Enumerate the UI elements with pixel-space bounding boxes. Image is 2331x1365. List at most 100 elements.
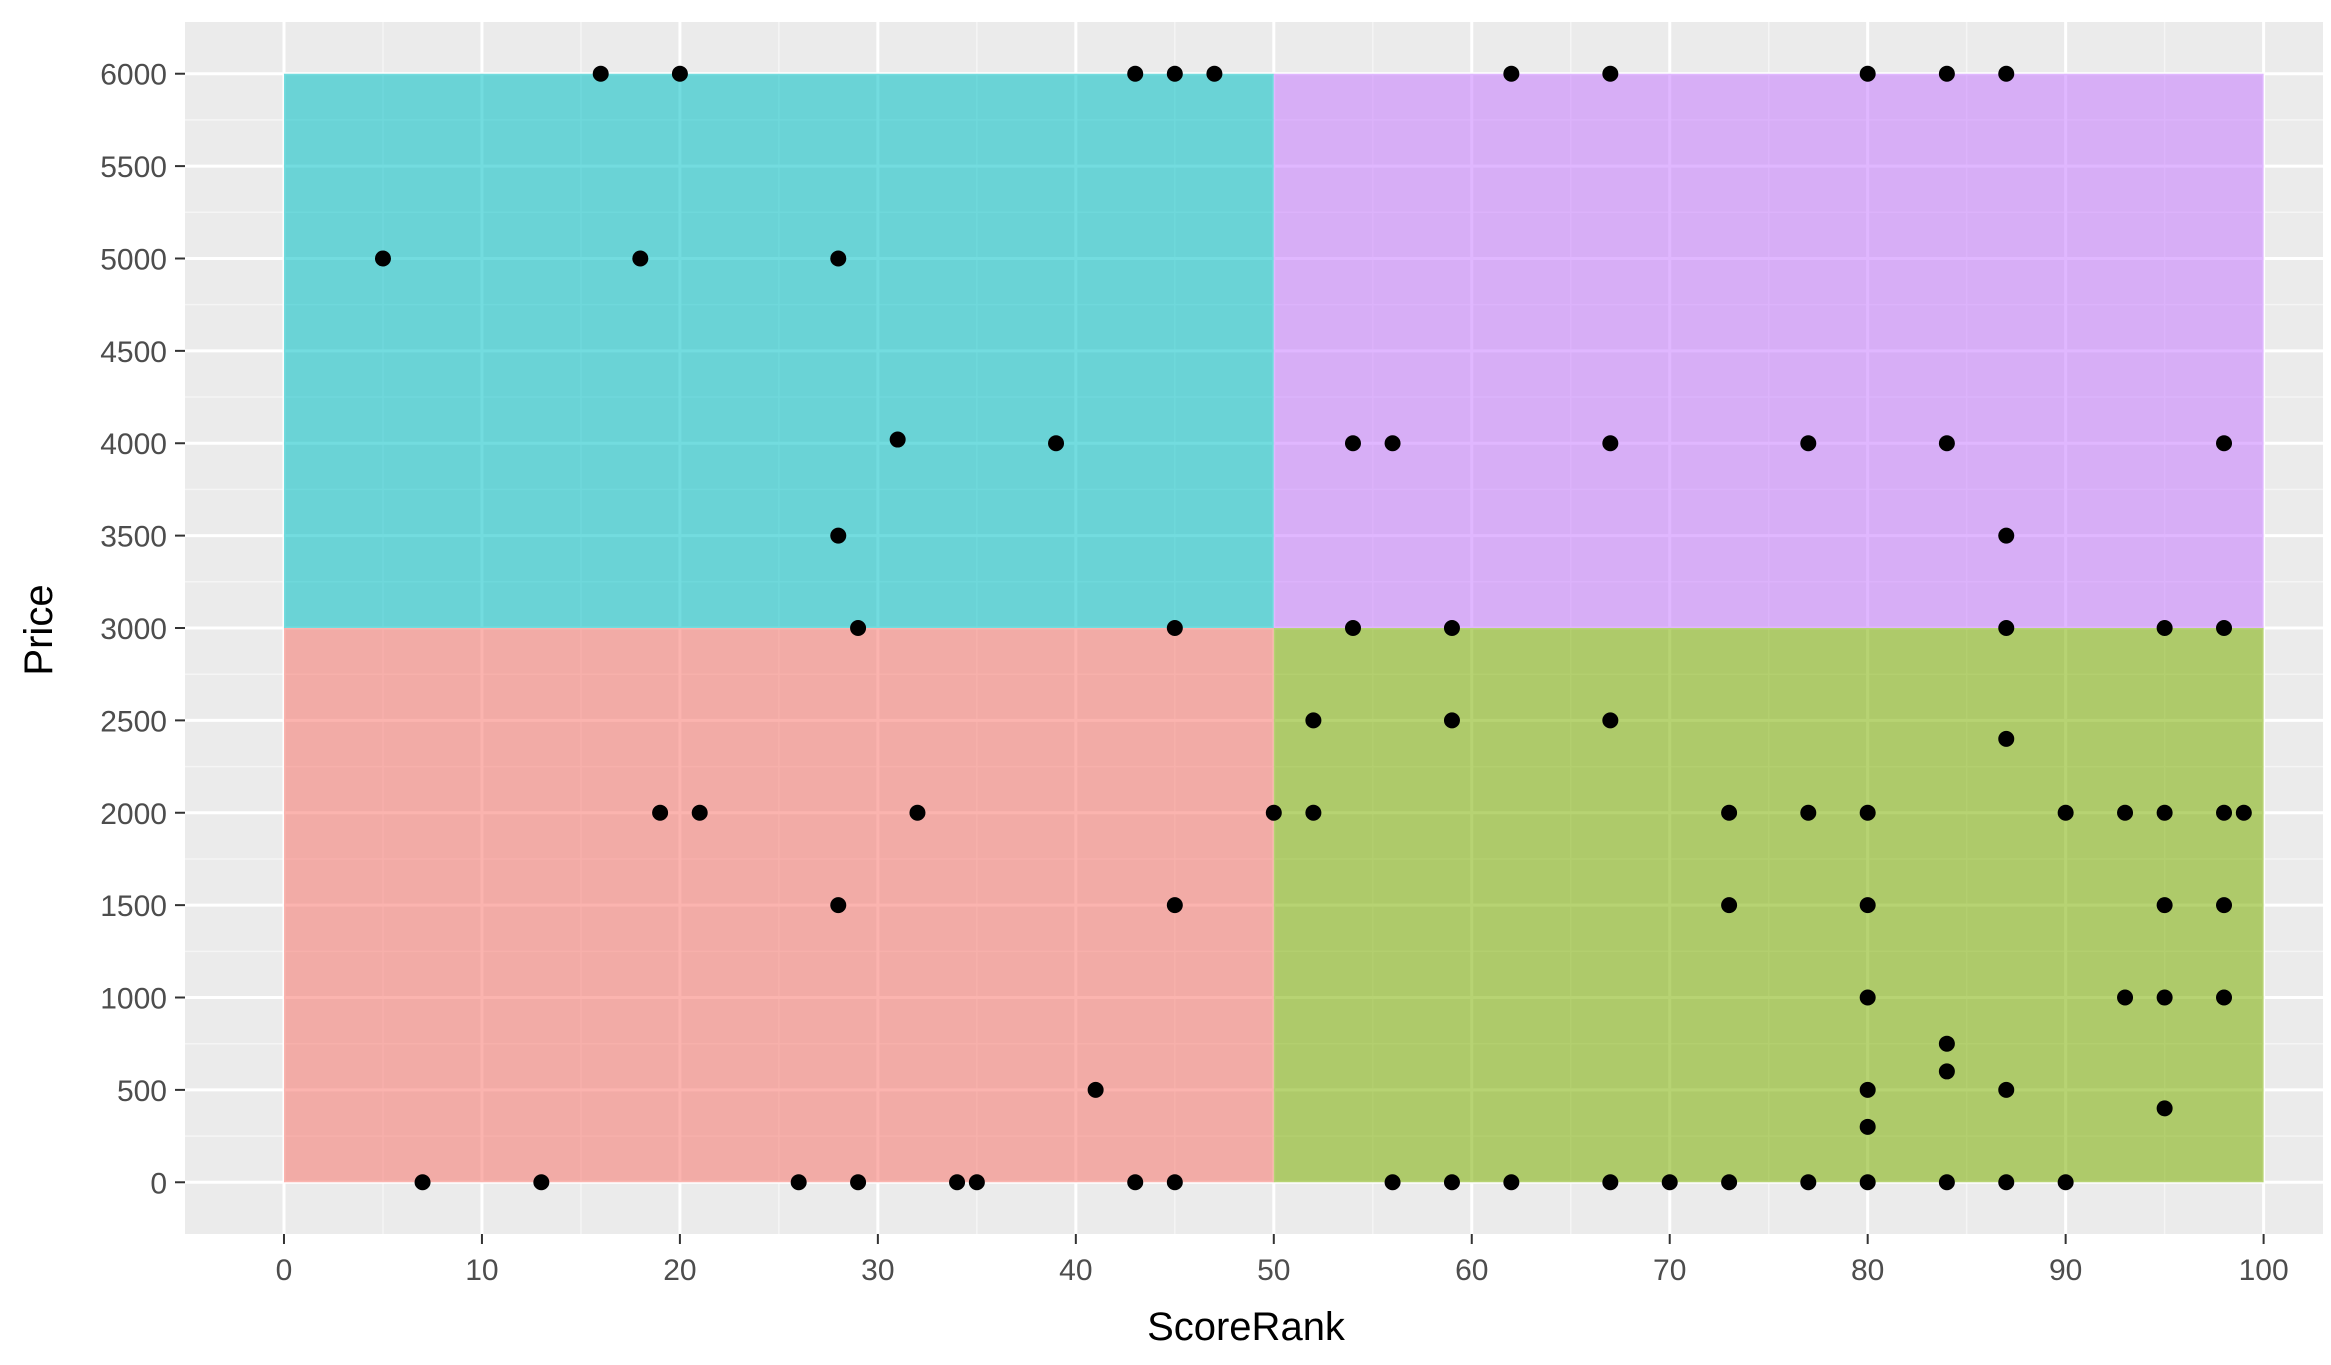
data-point <box>592 65 609 82</box>
data-point <box>1721 804 1738 821</box>
data-point <box>949 1174 966 1191</box>
data-point <box>1800 1174 1817 1191</box>
data-point <box>1602 1174 1619 1191</box>
data-point <box>830 897 847 914</box>
data-point <box>1998 65 2015 82</box>
data-point <box>533 1174 550 1191</box>
data-point <box>1998 620 2015 636</box>
data-point <box>2057 804 2074 821</box>
data-point <box>1859 1118 1876 1135</box>
data-point <box>374 250 391 267</box>
data-point <box>1344 620 1361 636</box>
data-point <box>1938 1174 1955 1191</box>
y-tick-label: 5000 <box>100 243 167 276</box>
y-tick-label: 500 <box>117 1075 167 1108</box>
data-point <box>2156 989 2173 1006</box>
x-tick-label: 0 <box>276 1254 293 1287</box>
data-point <box>632 250 649 267</box>
data-point <box>1859 897 1876 914</box>
data-point <box>1938 1063 1955 1080</box>
data-point <box>2216 620 2233 636</box>
data-point <box>2156 897 2173 914</box>
data-point <box>2117 804 2134 821</box>
data-point <box>1938 435 1955 452</box>
data-point <box>1206 65 1223 82</box>
x-tick-label: 80 <box>1851 1254 1884 1287</box>
data-point <box>2057 1174 2074 1191</box>
x-axis-ticks: 0 10 20 30 40 50 60 70 80 90 100 <box>276 1234 2289 1287</box>
data-point <box>1602 435 1619 452</box>
y-axis-title: Price <box>17 584 61 675</box>
data-point <box>1998 1081 2015 1098</box>
data-point <box>1661 1174 1678 1191</box>
data-point <box>1859 1081 1876 1098</box>
quadrant-regions <box>283 73 2264 1183</box>
x-tick-label: 100 <box>2239 1254 2289 1287</box>
y-tick-label: 2000 <box>100 798 167 831</box>
x-tick-label: 30 <box>861 1254 894 1287</box>
data-point <box>1265 804 1282 821</box>
data-point <box>1998 1174 2015 1191</box>
region-4 <box>1273 628 2264 1183</box>
data-point <box>1166 1174 1183 1191</box>
data-point <box>2216 435 2233 452</box>
data-point <box>2156 620 2173 636</box>
data-point <box>691 804 708 821</box>
y-tick-label: 4000 <box>100 428 167 461</box>
data-point <box>1166 897 1183 914</box>
data-points <box>374 65 2252 1191</box>
data-point <box>1384 435 1401 452</box>
data-point <box>1305 712 1322 729</box>
data-point <box>968 1174 985 1191</box>
data-point <box>830 527 847 544</box>
data-point <box>1998 730 2015 747</box>
data-point <box>1602 712 1619 729</box>
data-point <box>2216 897 2233 914</box>
data-point <box>1166 620 1183 636</box>
data-point <box>1859 65 1876 82</box>
data-point <box>850 620 867 636</box>
data-point <box>1443 1174 1460 1191</box>
data-point <box>2156 804 2173 821</box>
data-point <box>790 1174 807 1191</box>
data-point <box>1127 65 1144 82</box>
region-2 <box>1273 73 2264 629</box>
data-point <box>1087 1081 1104 1098</box>
y-axis-ticks: 0 500 1000 1500 2000 2500 3000 3500 4000 4500 5000… <box>100 59 185 1200</box>
x-tick-label: 10 <box>465 1254 498 1287</box>
data-point <box>2156 1100 2173 1117</box>
data-point <box>1503 1174 1520 1191</box>
data-point <box>1800 804 1817 821</box>
data-point <box>830 250 847 267</box>
data-point <box>414 1174 431 1191</box>
y-tick-label: 5500 <box>100 151 167 184</box>
data-point <box>1127 1174 1144 1191</box>
data-point <box>1443 712 1460 729</box>
x-tick-label: 90 <box>2049 1254 2082 1287</box>
data-point <box>909 804 926 821</box>
data-point <box>652 804 669 821</box>
x-axis-title: ScoreRank <box>1147 1305 1346 1349</box>
data-point <box>1602 65 1619 82</box>
y-tick-label: 2500 <box>100 705 167 738</box>
region-1 <box>283 73 1274 629</box>
data-point <box>1859 1174 1876 1191</box>
data-point <box>1048 435 1065 452</box>
data-point <box>2216 804 2233 821</box>
data-point <box>1344 435 1361 452</box>
y-tick-label: 3500 <box>100 521 167 554</box>
x-tick-label: 60 <box>1455 1254 1488 1287</box>
y-tick-label: 3000 <box>100 613 167 646</box>
data-point <box>889 431 906 448</box>
data-point <box>1800 435 1817 452</box>
data-point <box>1166 65 1183 82</box>
region-3 <box>283 628 1274 1183</box>
data-point <box>1305 804 1322 821</box>
data-point <box>1721 1174 1738 1191</box>
y-tick-label: 0 <box>150 1167 167 1200</box>
data-point <box>2117 989 2134 1006</box>
data-point <box>1859 804 1876 821</box>
data-point <box>671 65 688 82</box>
y-tick-label: 1500 <box>100 890 167 923</box>
